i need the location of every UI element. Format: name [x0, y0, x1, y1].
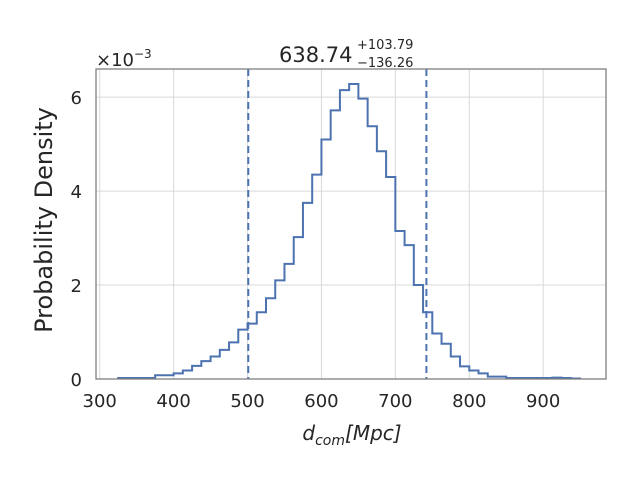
grid: [96, 69, 606, 380]
x-label-unit: [Mpc]: [345, 421, 402, 445]
y-scale-exponent: −3: [134, 47, 152, 61]
y-tick-label: 2: [71, 276, 82, 297]
title-lower-error: −136.26: [357, 56, 413, 71]
histogram-step-line: [117, 83, 582, 380]
chart-title: 638.74: [279, 43, 352, 67]
x-label-sub: com: [315, 433, 345, 449]
y-tick-labels: 0 2 4 6: [71, 88, 82, 391]
x-tick-label: 400: [156, 391, 190, 412]
x-tick-labels: 300 400 500 600 700 800 900: [83, 391, 561, 412]
x-axis-label: dcom[Mpc]: [302, 421, 401, 449]
y-tick-label: 4: [71, 182, 82, 203]
x-tick-label: 300: [83, 391, 117, 412]
y-tick-label: 0: [71, 370, 82, 391]
x-tick-label: 600: [304, 391, 338, 412]
x-tick-label: 900: [526, 391, 560, 412]
y-scale-base: ×10: [96, 50, 134, 71]
y-axis-label: Probability Density: [30, 107, 58, 333]
x-tick-label: 500: [230, 391, 264, 412]
y-scale-label: ×10−3: [96, 47, 152, 71]
y-tick-label: 6: [71, 88, 82, 109]
x-label-main: d: [302, 421, 315, 445]
quantile-lines: [247, 69, 428, 379]
title-upper-error: +103.79: [357, 38, 413, 53]
plot-frame: [95, 68, 607, 380]
x-tick-label: 800: [452, 391, 486, 412]
title-median: 638.74: [279, 43, 352, 67]
x-tick-label: 700: [378, 391, 412, 412]
